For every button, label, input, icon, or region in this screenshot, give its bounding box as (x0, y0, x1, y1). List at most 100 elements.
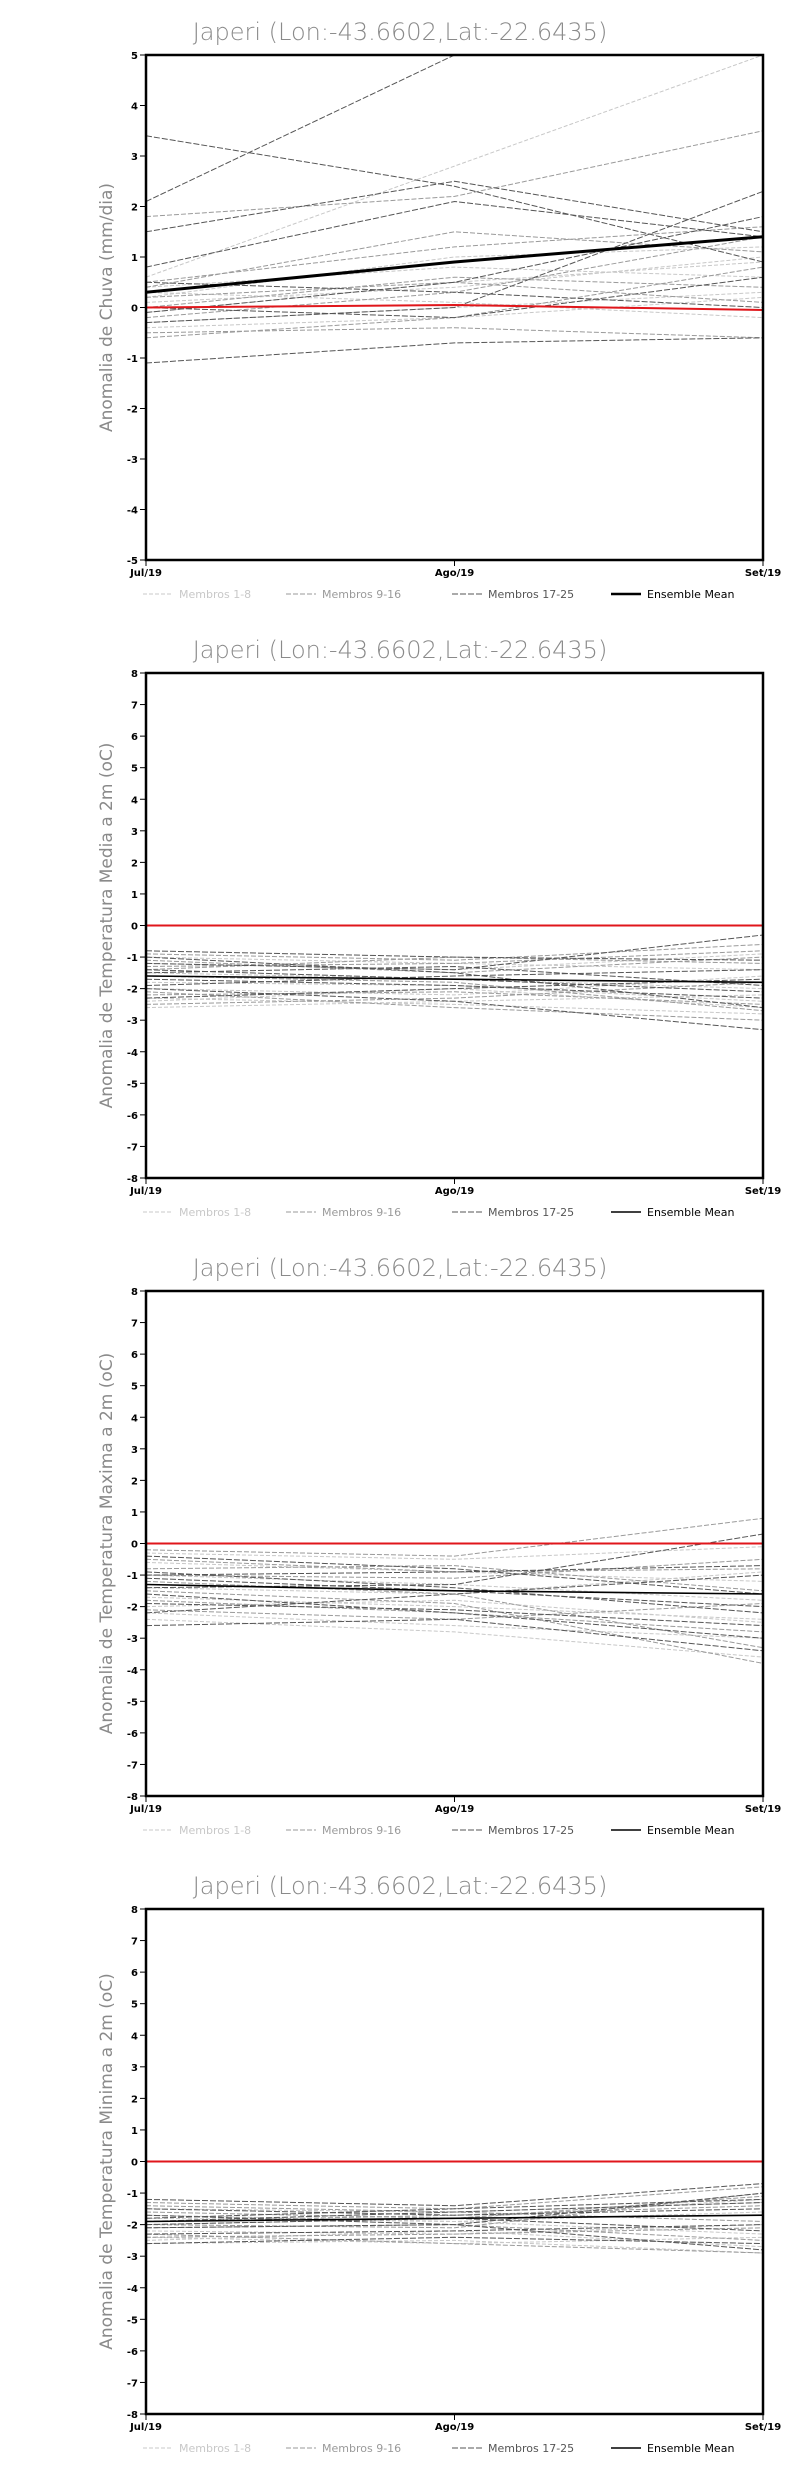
y-tick-label: -4 (127, 2284, 138, 2295)
legend-label: Ensemble Mean (647, 2442, 734, 2455)
series-line-members-17-25 (146, 1571, 763, 1614)
plot-frame (144, 671, 765, 1180)
series-line-members-1-8 (146, 256, 763, 303)
series-line-members-9-16 (146, 943, 763, 961)
y-axis-label: Anomalia de Temperatura Minima a 2m (oC) (97, 1973, 117, 2350)
y-tick-label: 2 (131, 1476, 138, 1487)
legend-label: Membros 9-16 (322, 588, 401, 601)
x-tick-label: Jul/19 (129, 568, 162, 579)
series-line-members-17-25 (146, 1593, 763, 1639)
y-tick-label: -3 (127, 1016, 138, 1027)
y-tick-label: 2 (131, 203, 138, 214)
series-line-members-9-16 (146, 975, 763, 1012)
y-tick-label: 7 (131, 1937, 138, 1948)
series-line-members-17-25 (146, 965, 763, 986)
series-line-members-17-25 (146, 2183, 763, 2207)
series-line-members-17-25 (146, 281, 763, 308)
legend-label: Ensemble Mean (647, 1824, 734, 1837)
plot-area (146, 1517, 763, 1664)
chart-panel-4: Japeri (Lon:-43.6602,Lat:-22.6435) Anomal… (97, 1872, 781, 2455)
series-line-ensemble-mean (146, 2214, 763, 2223)
series-line-members-17-25 (146, 2208, 763, 2216)
series-line-members-1-8 (146, 246, 763, 298)
legend-label: Membros 17-25 (488, 2442, 574, 2455)
chart-title: Japeri (Lon:-43.6602,Lat:-22.6435) (193, 18, 608, 46)
y-tick-label: 5 (131, 764, 138, 775)
legend-label: Ensemble Mean (647, 588, 734, 601)
series-line-members-17-25 (146, 2202, 763, 2222)
x-tick-label: Ago/19 (435, 1804, 474, 1815)
series-line-members-1-8 (146, 55, 763, 278)
series-line-members-17-25 (146, 1533, 763, 1589)
series-line-members-17-25 (146, 135, 763, 263)
x-tick-label: Set/19 (745, 568, 781, 579)
y-tick-label: 8 (131, 669, 138, 680)
series-line-members-17-25 (146, 2192, 763, 2226)
y-axis-label: Anomalia de Chuva (mm/dia) (97, 183, 117, 432)
y-axis-label: Anomalia de Temperatura Maxima a 2m (oC) (97, 1353, 117, 1735)
series-line-members-17-25 (146, 969, 763, 986)
series-line-ensemble-mean (146, 235, 763, 294)
chart-panel-2: Japeri (Lon:-43.6602,Lat:-22.6435) Anomal… (97, 636, 781, 1219)
y-tick-label: 5 (131, 2000, 138, 2011)
x-tick-label: Jul/19 (129, 1804, 162, 1815)
y-tick-label: 5 (131, 1382, 138, 1393)
y-tick-label: -6 (127, 2347, 138, 2358)
series-line-members-1-8 (146, 266, 763, 288)
series-line-members-17-25 (146, 190, 763, 324)
chart-title: Japeri (Lon:-43.6602,Lat:-22.6435) (193, 1872, 608, 1900)
series-line-members-17-25 (146, 988, 763, 1031)
series-line-members-17-25 (146, 2198, 763, 2219)
y-tick-label: 0 (131, 922, 138, 933)
y-tick-label: 3 (131, 1445, 138, 1456)
y-tick-label: 2 (131, 858, 138, 869)
y-tick-label: -4 (127, 1666, 138, 1677)
y-tick-label: -7 (127, 1760, 138, 1771)
x-tick-label: Set/19 (745, 2422, 781, 2433)
series-line-members-17-25 (146, 1565, 763, 1576)
chart-panel-1: Japeri (Lon:-43.6602,Lat:-22.6435) Anomal… (97, 18, 781, 601)
series-line-members-17-25 (146, 1618, 763, 1652)
series-line-members-1-8 (146, 997, 763, 1015)
y-tick-label: 4 (131, 2031, 138, 2042)
series-line-members-17-25 (146, 216, 763, 313)
series-line-ensemble-mean (146, 975, 763, 984)
y-axis-label: Anomalia de Temperatura Media a 2m (oC) (97, 743, 117, 1109)
y-tick-label: 1 (131, 890, 138, 901)
y-tick-label: -5 (127, 2315, 138, 2326)
series-line-members-1-8 (146, 1612, 763, 1639)
series-line-members-17-25 (146, 1603, 763, 1627)
series-line-members-1-8 (146, 291, 763, 319)
y-tick-label: -8 (127, 1792, 138, 1803)
series-line-ensemble-mean (146, 1583, 763, 1595)
y-tick-label: -4 (127, 1048, 138, 1059)
y-tick-label: 8 (131, 1905, 138, 1916)
series-line-members-9-16 (146, 130, 763, 218)
y-tick-label: 1 (131, 253, 138, 264)
legend-label: Membros 1-8 (179, 588, 251, 601)
legend-label: Membros 1-8 (179, 2442, 251, 2455)
y-tick-label: 7 (131, 701, 138, 712)
series-line-members-9-16 (146, 2233, 763, 2254)
series-line-members-1-8 (146, 2239, 763, 2254)
series-line-members-17-25 (146, 956, 763, 1009)
series-line-members-17-25 (146, 950, 763, 961)
zero-reference-line (146, 303, 763, 311)
y-tick-label: 6 (131, 1350, 138, 1361)
x-tick-label: Ago/19 (435, 1186, 474, 1197)
y-tick-label: 8 (131, 1287, 138, 1298)
series-line-members-17-25 (146, 978, 763, 999)
x-tick-label: Ago/19 (435, 2422, 474, 2433)
y-tick-label: -8 (127, 1174, 138, 1185)
y-tick-label: -3 (127, 2252, 138, 2263)
y-tick-label: 1 (131, 2126, 138, 2137)
series-line-members-9-16 (146, 231, 763, 288)
series-line-members-9-16 (146, 327, 763, 339)
y-tick-label: 3 (131, 152, 138, 163)
series-line-members-1-8 (146, 2214, 763, 2235)
y-tick-label: -6 (127, 1729, 138, 1740)
legend-label: Membros 17-25 (488, 1824, 574, 1837)
y-tick-label: -8 (127, 2410, 138, 2421)
y-tick-label: 6 (131, 1968, 138, 1979)
